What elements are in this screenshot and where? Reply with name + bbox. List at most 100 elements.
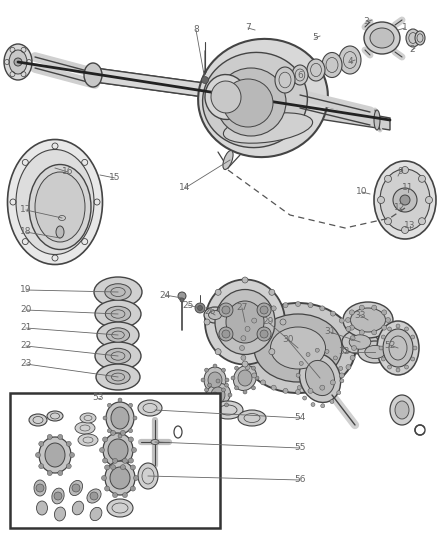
Circle shape — [35, 453, 40, 457]
Polygon shape — [95, 68, 255, 104]
Circle shape — [346, 326, 351, 332]
Ellipse shape — [343, 302, 393, 338]
Ellipse shape — [223, 150, 233, 169]
Circle shape — [283, 303, 288, 308]
Circle shape — [339, 366, 343, 370]
Circle shape — [134, 475, 138, 481]
Text: 30: 30 — [282, 335, 294, 344]
Circle shape — [110, 465, 116, 470]
Circle shape — [308, 389, 313, 393]
Text: 29: 29 — [262, 318, 274, 327]
Circle shape — [180, 298, 184, 302]
Ellipse shape — [9, 50, 27, 74]
Ellipse shape — [56, 226, 64, 238]
Circle shape — [215, 289, 221, 295]
Ellipse shape — [205, 383, 230, 407]
Circle shape — [216, 407, 220, 411]
Circle shape — [219, 303, 233, 317]
Circle shape — [216, 379, 220, 383]
Circle shape — [120, 430, 125, 435]
Circle shape — [405, 365, 409, 369]
Polygon shape — [300, 102, 390, 130]
Ellipse shape — [208, 311, 222, 319]
Ellipse shape — [39, 437, 71, 473]
Circle shape — [195, 303, 205, 313]
Ellipse shape — [105, 284, 131, 300]
Circle shape — [388, 327, 392, 331]
Ellipse shape — [342, 330, 378, 354]
Circle shape — [58, 434, 63, 439]
Circle shape — [372, 330, 377, 335]
Circle shape — [333, 356, 337, 360]
Circle shape — [346, 318, 350, 322]
Ellipse shape — [215, 289, 275, 354]
Text: 25: 25 — [182, 301, 194, 310]
Ellipse shape — [254, 314, 342, 382]
Circle shape — [372, 305, 377, 310]
Circle shape — [315, 348, 319, 352]
Text: 20: 20 — [20, 305, 32, 314]
Circle shape — [402, 227, 409, 233]
Circle shape — [396, 324, 400, 328]
Circle shape — [129, 429, 133, 433]
Text: 53: 53 — [92, 393, 104, 402]
Text: 15: 15 — [109, 174, 121, 182]
Circle shape — [308, 303, 313, 308]
Circle shape — [222, 306, 230, 314]
Ellipse shape — [203, 52, 307, 148]
Circle shape — [350, 310, 354, 315]
Text: 13: 13 — [404, 222, 416, 230]
Ellipse shape — [90, 507, 102, 521]
Circle shape — [118, 398, 122, 402]
Ellipse shape — [213, 401, 243, 419]
Circle shape — [123, 458, 127, 463]
Circle shape — [54, 492, 62, 500]
Circle shape — [215, 349, 221, 354]
Ellipse shape — [395, 401, 409, 419]
Circle shape — [99, 448, 105, 453]
Ellipse shape — [29, 165, 91, 249]
Circle shape — [260, 306, 268, 314]
Circle shape — [297, 385, 301, 390]
Circle shape — [381, 357, 385, 361]
Circle shape — [36, 484, 44, 492]
Circle shape — [271, 385, 276, 390]
Ellipse shape — [365, 345, 385, 359]
Circle shape — [242, 277, 248, 283]
Text: 26: 26 — [204, 308, 215, 317]
Text: 10: 10 — [356, 188, 368, 197]
Circle shape — [280, 319, 286, 325]
Text: 52: 52 — [384, 341, 396, 350]
Circle shape — [66, 464, 71, 469]
Text: 4: 4 — [347, 58, 353, 67]
Circle shape — [102, 437, 108, 442]
Ellipse shape — [138, 400, 162, 416]
Ellipse shape — [205, 75, 247, 119]
Ellipse shape — [95, 342, 141, 370]
Ellipse shape — [7, 140, 102, 264]
Ellipse shape — [292, 65, 308, 85]
Ellipse shape — [198, 39, 328, 157]
Circle shape — [102, 458, 108, 463]
Circle shape — [72, 484, 80, 492]
Text: 18: 18 — [20, 228, 32, 237]
Ellipse shape — [406, 29, 420, 47]
Circle shape — [208, 383, 212, 387]
Ellipse shape — [87, 489, 101, 503]
Circle shape — [385, 318, 391, 322]
Text: 8: 8 — [193, 26, 199, 35]
Text: 2: 2 — [409, 45, 415, 54]
Circle shape — [381, 325, 387, 330]
Ellipse shape — [370, 28, 394, 48]
Circle shape — [251, 366, 255, 370]
Circle shape — [39, 441, 44, 446]
Circle shape — [260, 330, 268, 338]
Circle shape — [359, 330, 364, 335]
Circle shape — [311, 402, 315, 407]
Ellipse shape — [75, 422, 95, 434]
Ellipse shape — [54, 507, 66, 521]
Circle shape — [39, 464, 44, 469]
Circle shape — [242, 361, 248, 367]
Circle shape — [261, 380, 265, 385]
Circle shape — [105, 465, 110, 470]
